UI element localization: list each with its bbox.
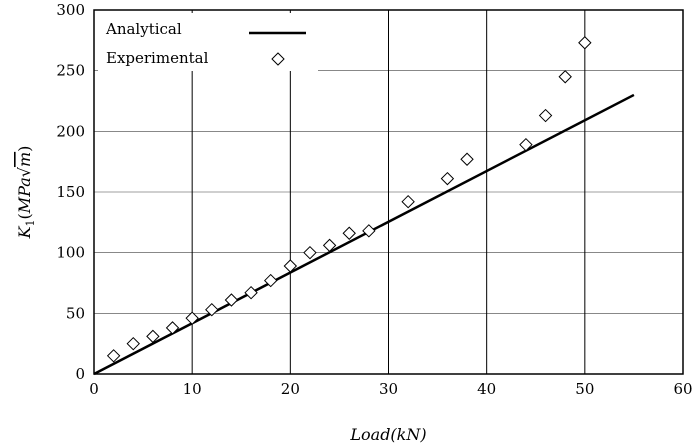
y-tick-label: 300 bbox=[56, 1, 85, 19]
y-axis-label: K1(MPa√m) bbox=[15, 146, 37, 240]
x-tick-label: 40 bbox=[477, 380, 496, 398]
x-tick-label: 10 bbox=[183, 380, 202, 398]
x-tick-label: 60 bbox=[673, 380, 692, 398]
plot-frame bbox=[93, 9, 684, 375]
x-tick-label: 20 bbox=[281, 380, 300, 398]
data-point-experimental bbox=[401, 194, 415, 209]
data-point-experimental bbox=[185, 311, 199, 325]
y-tick-label: 250 bbox=[56, 62, 85, 80]
legend: Analytical Experimental bbox=[98, 13, 318, 71]
data-point-experimental bbox=[578, 36, 592, 50]
svg-text:K1(MPa√m): K1(MPa√m) bbox=[15, 146, 37, 240]
data-point-experimental bbox=[460, 152, 474, 166]
y-tick-label: 200 bbox=[56, 122, 85, 140]
data-point-experimental bbox=[244, 285, 258, 300]
data-point-experimental bbox=[224, 293, 239, 307]
legend-marker-experimental bbox=[271, 52, 285, 66]
legend-label-experimental: Experimental bbox=[106, 49, 209, 67]
x-tick-label: 30 bbox=[379, 380, 398, 398]
data-point-experimental bbox=[440, 171, 455, 186]
ticks: 0 10 20 30 40 50 60 0 50 100 150 200 250 300 bbox=[56, 1, 692, 398]
data-point-experimental bbox=[106, 349, 121, 363]
data-point-experimental bbox=[303, 245, 317, 260]
series-layer bbox=[93, 36, 635, 376]
data-point-experimental bbox=[519, 137, 533, 152]
y-tick-label: 50 bbox=[66, 304, 85, 322]
data-point-experimental bbox=[146, 329, 160, 344]
data-point-experimental bbox=[362, 224, 376, 238]
data-point-experimental bbox=[263, 273, 278, 288]
y-tick-label: 0 bbox=[75, 365, 85, 383]
data-point-experimental bbox=[165, 321, 180, 335]
y-tick-label: 150 bbox=[56, 183, 85, 201]
data-point-experimental bbox=[558, 70, 572, 84]
x-tick-label: 50 bbox=[575, 380, 594, 398]
data-point-experimental bbox=[342, 226, 356, 240]
data-point-experimental bbox=[126, 336, 140, 351]
series-line-analytical bbox=[93, 93, 635, 376]
y-tick-label: 100 bbox=[56, 244, 85, 262]
data-point-experimental bbox=[322, 238, 337, 253]
data-point-experimental bbox=[205, 302, 219, 317]
data-point-experimental bbox=[538, 108, 553, 123]
data-point-experimental bbox=[283, 259, 298, 273]
x-tick-label: 0 bbox=[89, 380, 99, 398]
legend-label-analytical: Analytical bbox=[105, 20, 182, 38]
x-axis-label: Load(kN) bbox=[349, 425, 426, 444]
